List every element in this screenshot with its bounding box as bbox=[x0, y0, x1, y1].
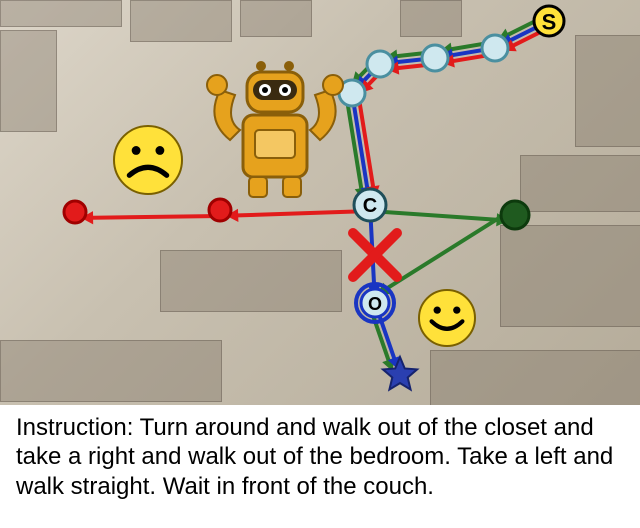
node-label-C: C bbox=[363, 195, 377, 217]
path-segment bbox=[397, 52, 434, 56]
arrow-head bbox=[388, 356, 400, 370]
robot-icon bbox=[207, 61, 343, 197]
floorplan-block bbox=[130, 0, 232, 42]
arrow-head bbox=[367, 185, 380, 198]
path-segment bbox=[93, 216, 220, 218]
arrow-head bbox=[503, 39, 517, 51]
floorplan-block bbox=[160, 250, 342, 312]
path-segment bbox=[352, 93, 367, 187]
arrow-head bbox=[355, 187, 368, 200]
arrow-head bbox=[498, 29, 512, 41]
path-segment bbox=[508, 16, 546, 35]
fail-cross-icon bbox=[353, 233, 397, 277]
floorplan-block bbox=[520, 155, 640, 212]
arrow-head bbox=[226, 209, 238, 222]
path-segment bbox=[369, 68, 384, 84]
floorplan-block bbox=[400, 0, 462, 37]
node-C bbox=[354, 189, 386, 221]
arrow-head bbox=[386, 55, 399, 68]
node-O bbox=[361, 289, 389, 317]
arrow-head bbox=[360, 80, 373, 93]
arrow-head bbox=[367, 285, 380, 297]
arrow-head bbox=[385, 50, 398, 63]
node-p4 bbox=[339, 80, 365, 106]
node-p1 bbox=[482, 35, 508, 61]
happy-smiley-icon bbox=[419, 290, 475, 346]
path-segment bbox=[453, 48, 495, 55]
arrow-head bbox=[440, 43, 453, 56]
path-segment bbox=[399, 64, 436, 68]
floorplan-block bbox=[575, 35, 640, 147]
floorplan-block bbox=[500, 225, 640, 327]
arrow-head bbox=[356, 75, 369, 88]
path-segment bbox=[358, 92, 373, 186]
path-segment bbox=[511, 21, 549, 40]
node-p3 bbox=[367, 51, 393, 77]
node-r2 bbox=[64, 201, 86, 223]
node-label-O: O bbox=[368, 294, 382, 314]
floorplan-block bbox=[430, 350, 640, 405]
path-segment bbox=[375, 303, 394, 358]
node-S bbox=[534, 6, 564, 36]
path-segment bbox=[370, 205, 374, 285]
floorplan-block bbox=[0, 340, 222, 402]
floorplan-block bbox=[0, 0, 122, 27]
floorplan-block bbox=[240, 0, 312, 37]
path-segment bbox=[365, 64, 380, 80]
arrow-head bbox=[441, 49, 454, 62]
path-segment bbox=[514, 26, 552, 45]
node-ring bbox=[356, 284, 394, 322]
arrow-head bbox=[377, 283, 391, 295]
floorplan-block bbox=[0, 30, 57, 132]
path-segment bbox=[398, 58, 435, 62]
arrow-head bbox=[81, 211, 93, 224]
goal-star-icon bbox=[383, 357, 417, 390]
node-p2 bbox=[422, 45, 448, 71]
node-label-S: S bbox=[542, 10, 557, 35]
path-segment bbox=[369, 305, 388, 360]
path-segment bbox=[238, 211, 370, 215]
arrow-head bbox=[352, 71, 365, 84]
arrow-head bbox=[387, 61, 400, 74]
sad-smiley-icon bbox=[114, 126, 182, 194]
instruction-caption: Instruction: Turn around and walk out of… bbox=[0, 405, 640, 528]
arrow-head bbox=[361, 186, 374, 199]
node-r1 bbox=[209, 199, 231, 221]
arrow-head bbox=[382, 358, 394, 372]
path-segment bbox=[370, 211, 497, 220]
path-segment bbox=[387, 210, 512, 288]
path-segment bbox=[454, 54, 496, 61]
arrow-head bbox=[500, 34, 514, 46]
path-segment bbox=[360, 60, 375, 76]
path-segment bbox=[452, 42, 494, 49]
arrow-head bbox=[442, 54, 455, 67]
fail-cross-icon bbox=[353, 233, 397, 277]
path-segment bbox=[346, 94, 361, 188]
navigation-diagram: S C O bbox=[0, 0, 640, 405]
